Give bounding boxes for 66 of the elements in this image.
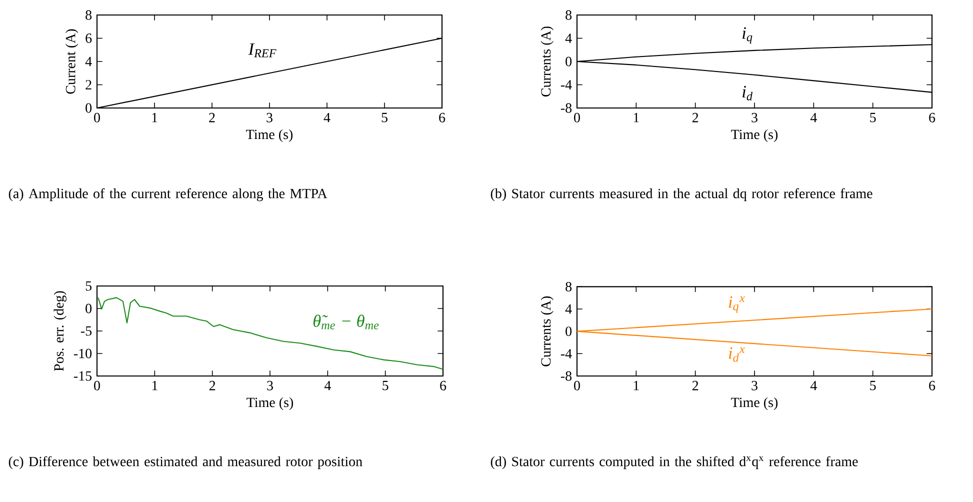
x-tick-label: 1: [152, 112, 158, 122]
x-tick-label: 4: [810, 112, 817, 122]
series-label: I$_{REF}$: [248, 43, 276, 58]
legend-label: i$_{q}$: [742, 27, 752, 44]
y-tick-label: -8: [560, 103, 572, 113]
x-axis-title: Time (s): [246, 129, 293, 142]
text: (d) Stator currents computed in the shifted d$^{x}$q$^{x}$ reference frame: [490, 456, 858, 470]
y-axis-title: Pos. err. (deg): [54, 291, 66, 372]
x-tick-label: 5: [870, 380, 876, 390]
series-label: i$_{q}$x: [728, 296, 745, 313]
x-tick-label: 4: [324, 380, 331, 390]
y-tick-label: 8: [566, 282, 572, 292]
x-tick-label: 0: [94, 112, 100, 122]
x-tick-label: 5: [382, 380, 388, 390]
y-axis-title: Currents (A): [540, 296, 554, 366]
y-tick-label: 6: [86, 34, 92, 43]
y-tick-label: -10: [74, 348, 92, 358]
x-tick-label: 1: [634, 112, 639, 122]
x-tick-label: 5: [870, 112, 876, 122]
x-tick-label: 6: [439, 112, 446, 122]
x-tick-label: 0: [574, 380, 580, 390]
x-tick-label: 3: [752, 112, 758, 122]
x-tick-label: 2: [692, 380, 698, 390]
y-tick-label: 5: [86, 281, 92, 291]
x-tick-label: 5: [382, 112, 388, 122]
text: (b) Stator currents measured in the actual dq rotor reference frame: [490, 188, 872, 202]
y-tick-label: -4: [560, 349, 572, 358]
y-tick-label: -15: [74, 371, 92, 381]
text: (a) Amplitude of the current reference along the MTPA: [8, 188, 328, 202]
series-label: i$_{d}$: [742, 86, 753, 100]
y-tick-label: 2: [86, 80, 92, 90]
x-tick-label: 3: [266, 112, 272, 122]
x-tick-label: 2: [209, 380, 216, 390]
y-tick-label: 4: [565, 34, 572, 43]
x-tick-label: 2: [692, 112, 698, 122]
x-tick-label: 6: [929, 380, 936, 390]
series-label: i$_{d}$x: [728, 347, 745, 362]
x-tick-label: 6: [929, 112, 936, 122]
x-axis-title: Time (s): [246, 397, 294, 410]
x-tick-label: 6: [440, 380, 446, 390]
y-tick-label: 0: [566, 326, 572, 336]
x-tick-label: 1: [152, 380, 158, 390]
x-tick-label: 3: [752, 380, 758, 390]
y-tick-label: -5: [80, 326, 92, 336]
y-tick-label: 0: [86, 103, 92, 113]
x-tick-label: 0: [94, 380, 100, 390]
y-tick-label: 0: [566, 56, 572, 66]
y-tick-label: 0: [86, 304, 92, 314]
y-tick-label: 4: [85, 56, 92, 66]
y-tick-label: 8: [566, 10, 572, 20]
x-tick-label: 2: [209, 112, 215, 122]
series-label: θ̃$_{me}$ − θ$_{me}$: [313, 314, 379, 330]
y-tick-label: -4: [560, 80, 572, 90]
x-tick-label: 0: [574, 112, 580, 122]
x-axis-title: Time (s): [731, 397, 778, 410]
x-tick-label: 4: [324, 112, 330, 122]
x-axis-title: Time (s): [731, 129, 778, 142]
x-tick-label: 3: [267, 380, 273, 390]
x-tick-label: 4: [810, 380, 817, 390]
y-axis-title: Currents (A): [540, 26, 554, 97]
y-tick-label: 8: [86, 10, 92, 20]
text: (c) Difference between estimated and measured rotor position: [8, 456, 362, 470]
y-axis-title: Current (A): [65, 29, 78, 94]
y-tick-label: 4: [565, 304, 572, 314]
x-tick-label: 1: [634, 380, 639, 390]
y-tick-label: -8: [560, 371, 572, 381]
